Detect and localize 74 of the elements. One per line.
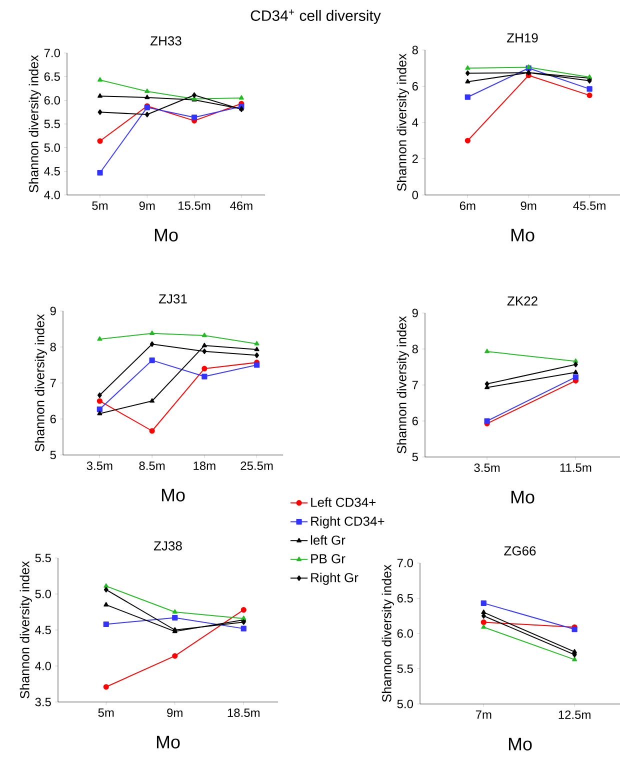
y-tick-label: 7 — [412, 380, 418, 390]
y-tick-label: 5.0 — [44, 143, 60, 152]
legend-label: left Gr — [310, 535, 346, 545]
chart-title: ZJ38 — [154, 541, 182, 550]
x-axis-title: Mo — [511, 228, 534, 242]
y-tick-label: 5 — [50, 450, 56, 460]
x-tick-label: 3.5m — [86, 462, 112, 470]
y-tick-label: 8 — [412, 46, 418, 54]
y-tick-label: 8 — [412, 344, 418, 354]
y-axis-title: Shannon diversity index — [34, 314, 47, 452]
x-axis-title: Mo — [156, 736, 180, 748]
x-tick-label: 9m — [520, 202, 536, 210]
y-tick-label: 4.5 — [35, 626, 51, 634]
y-tick-label: 0 — [412, 190, 418, 200]
x-tick-label: 18.5m — [228, 708, 260, 718]
y-axis-title: Shannon diversity index — [20, 561, 32, 698]
x-tick-label: 5m — [92, 202, 108, 210]
x-tick-label: 3.5m — [474, 464, 500, 472]
x-tick-label: 18m — [194, 462, 216, 470]
y-tick-label: 9 — [50, 306, 56, 316]
x-tick-label: 11.5m — [560, 464, 592, 472]
y-tick-label: 6 — [412, 416, 418, 426]
y-axis-title: Shannon diversity index — [382, 564, 394, 702]
x-tick-label: 15.5m — [178, 202, 210, 210]
x-tick-label: 9m — [139, 202, 155, 210]
y-tick-label: 5.5 — [44, 120, 60, 128]
chart-title: ZJ31 — [158, 294, 187, 304]
y-tick-label: 4.0 — [35, 662, 52, 670]
y-tick-label: 4 — [412, 118, 418, 127]
x-tick-label: 25.5m — [240, 462, 273, 470]
y-tick-label: 4.0 — [44, 190, 60, 200]
y-tick-label: 6.0 — [397, 629, 414, 638]
y-tick-label: 6.5 — [44, 72, 60, 81]
y-tick-label: 6 — [50, 414, 56, 424]
y-tick-label: 6.0 — [44, 96, 60, 105]
y-tick-label: 9 — [412, 308, 418, 318]
legend-label: Right Gr — [311, 572, 358, 585]
legend-label: PB Gr — [311, 554, 346, 564]
x-tick-label: 7m — [476, 710, 492, 719]
x-axis-title: Mo — [162, 488, 185, 502]
text: CD34$^{+}$ cell diversity — [250, 10, 381, 24]
y-tick-label: 3.5 — [35, 698, 51, 706]
x-tick-label: 9m — [167, 708, 182, 718]
y-axis-title: Shannon diversity index — [396, 316, 409, 454]
y-tick-label: 5.5 — [397, 664, 413, 673]
y-tick-label: 5.0 — [397, 700, 414, 708]
x-tick-label: 46m — [230, 202, 252, 210]
y-tick-label: 2 — [412, 154, 418, 163]
y-tick-label: 4.5 — [44, 167, 60, 176]
chart-title: ZH19 — [507, 33, 538, 42]
chart-title: ZK22 — [507, 296, 538, 306]
chart-title: ZH33 — [150, 36, 182, 46]
y-tick-label: 7 — [50, 378, 56, 388]
legend-label: Right CD34+ — [311, 516, 384, 528]
x-tick-label: 8.5m — [139, 462, 165, 470]
y-tick-label: 8 — [50, 342, 56, 352]
y-tick-label: 6 — [412, 82, 418, 90]
y-axis-title: Shannon diversity index — [28, 55, 41, 192]
y-tick-label: 5 — [412, 452, 418, 462]
y-tick-label: 7.0 — [397, 558, 414, 568]
x-tick-label: 12.5m — [558, 710, 590, 720]
x-axis-title: Mo — [154, 228, 178, 242]
legend-label: Left CD34+ — [311, 497, 376, 507]
y-tick-label: 7.0 — [44, 48, 60, 58]
x-axis-title: Mo — [508, 738, 532, 750]
y-tick-label: 5.0 — [35, 590, 52, 598]
x-tick-label: 6m — [460, 202, 476, 210]
x-axis-title: Mo — [511, 490, 534, 504]
y-tick-label: 6.5 — [397, 594, 413, 602]
y-axis-title: Shannon diversity index — [396, 54, 409, 191]
x-tick-label: 45.5m — [573, 202, 606, 210]
x-tick-label: 5m — [98, 708, 114, 717]
chart-title: ZG66 — [504, 546, 536, 556]
y-tick-label: 5.5 — [35, 554, 51, 562]
